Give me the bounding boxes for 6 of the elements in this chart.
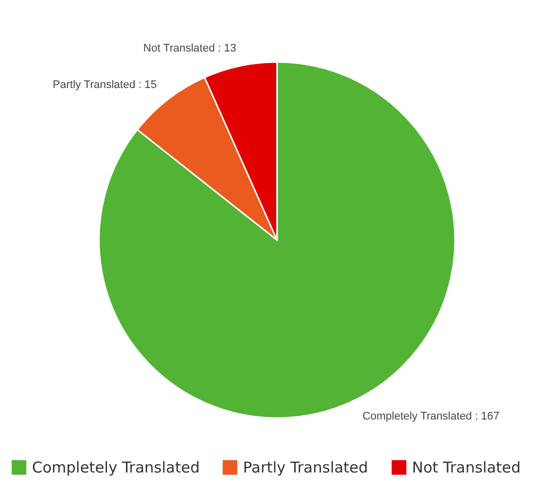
data-label: Completely Translated : 167: [362, 410, 500, 422]
data-label: Partly Translated : 15: [52, 79, 157, 92]
data-label: Not Translated : 13: [143, 42, 236, 54]
legend-label: Completely Translated: [32, 458, 200, 476]
legend-label: Not Translated: [412, 458, 521, 476]
legend-label: Partly Translated: [243, 458, 368, 476]
